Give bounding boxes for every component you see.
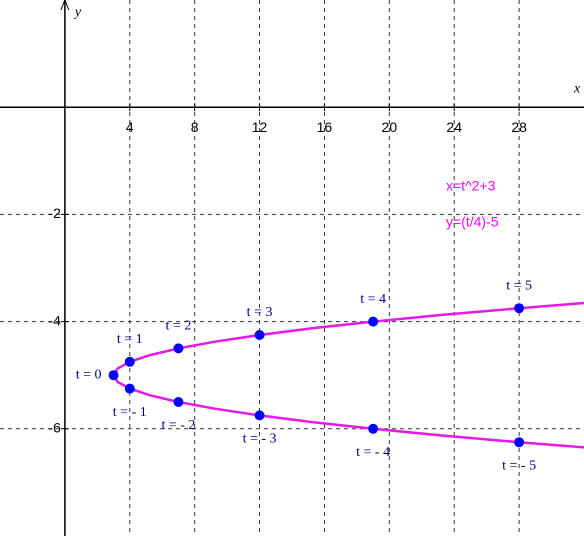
point — [368, 423, 379, 434]
point-label: t = 0 — [76, 367, 102, 382]
y-axis-label: y — [73, 5, 82, 20]
axis-arrow — [60, 0, 70, 11]
y-tick-label: -6 — [48, 420, 61, 436]
point-label: t = - 5 — [502, 458, 536, 473]
point-label: t = - 4 — [356, 445, 390, 460]
point — [124, 356, 135, 367]
y-tick-label: -4 — [48, 312, 61, 328]
point — [108, 370, 119, 381]
x-tick-label: 8 — [191, 119, 199, 135]
point — [124, 383, 135, 394]
point — [514, 437, 525, 448]
x-tick-label: 24 — [446, 119, 462, 135]
point-label: t = 4 — [360, 292, 386, 307]
point — [514, 303, 525, 314]
point — [254, 330, 265, 340]
point — [173, 397, 184, 407]
point — [368, 316, 379, 327]
point-label: t = - 3 — [243, 432, 277, 447]
point — [254, 410, 265, 421]
x-axis-label: x — [573, 81, 581, 96]
x-tick-label: 12 — [252, 119, 268, 135]
x-tick-label: 16 — [317, 119, 333, 135]
x-tick-label: 28 — [511, 119, 527, 135]
y-tick-label: -2 — [48, 205, 61, 221]
x-tick-label: 20 — [382, 119, 398, 135]
point-label: t = 1 — [117, 332, 143, 347]
x-tick-label: 4 — [126, 119, 134, 135]
point-label: t = 5 — [506, 278, 532, 293]
point — [173, 343, 184, 354]
point-label: t = 3 — [247, 305, 273, 320]
point-label: t = - 2 — [161, 418, 195, 433]
annotation: x=t^2+3 — [446, 178, 496, 194]
point-label: t = 2 — [166, 319, 192, 334]
annotation: y=(t/4)-5 — [446, 214, 499, 230]
point-label: t = - 1 — [113, 405, 147, 420]
